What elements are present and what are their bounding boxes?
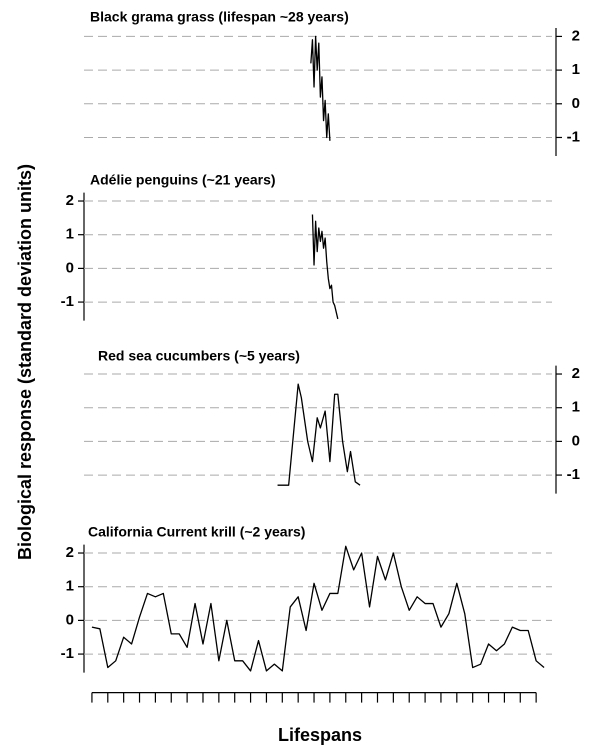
x-axis-label: Lifespans (278, 725, 362, 745)
y-tick-label: 1 (572, 61, 580, 78)
data-line (311, 214, 339, 320)
y-tick-label: -1 (567, 466, 580, 483)
y-tick-label: -1 (567, 128, 580, 145)
panel-title: Adélie penguins (~21 years) (90, 172, 276, 188)
y-tick-label: 0 (572, 432, 580, 449)
y-tick-label: -1 (61, 293, 74, 310)
y-axis-label: Biological response (standard deviation … (15, 164, 35, 560)
data-line (91, 545, 545, 672)
y-tick-label: 0 (66, 259, 74, 276)
panel-title: California Current krill (~2 years) (88, 524, 305, 540)
y-tick-label: 1 (66, 226, 74, 243)
y-tick-label: 2 (572, 27, 580, 44)
y-tick-label: 0 (66, 611, 74, 628)
y-tick-label: 2 (572, 365, 580, 382)
panel-title: Black grama grass (lifespan ~28 years) (90, 9, 349, 25)
y-tick-label: 2 (66, 192, 74, 209)
y-tick-label: 1 (572, 399, 580, 416)
y-tick-label: 1 (66, 578, 74, 595)
data-line (277, 383, 361, 486)
y-tick-label: 0 (572, 95, 580, 112)
y-tick-label: 2 (66, 544, 74, 561)
panel-title: Red sea cucumbers (~5 years) (98, 348, 300, 364)
data-line (310, 35, 331, 141)
y-tick-label: -1 (61, 645, 74, 662)
